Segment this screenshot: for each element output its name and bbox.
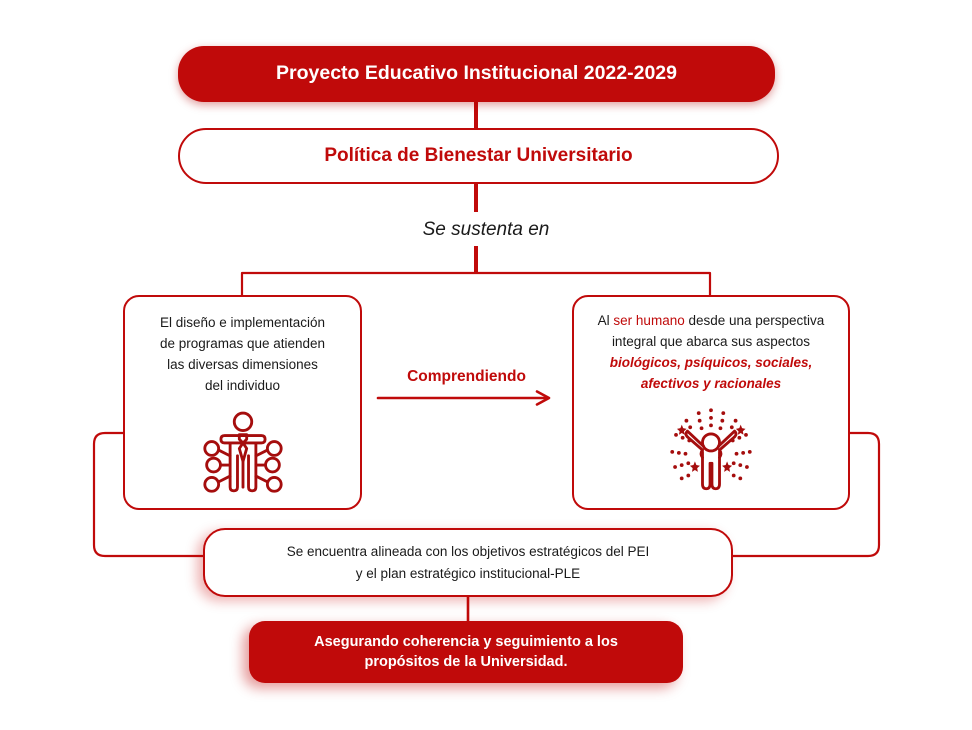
connector-label-text: Se sustenta en <box>422 219 550 240</box>
policy-banner-label: Política de Bienestar Universitario <box>324 145 633 166</box>
connector-label: Se sustenta en <box>0 219 972 241</box>
policy-banner: Política de Bienestar Universitario <box>178 128 779 184</box>
left-card-line-2: de programas que atienden <box>159 335 326 351</box>
right-card-text-plain-1: Al <box>597 313 614 328</box>
left-card: El diseño e implementación de programas … <box>123 295 362 510</box>
arrow-right-icon <box>376 390 551 406</box>
alignment-box-line-2: y el plan estratégico institucional-PLE <box>355 565 581 581</box>
left-card-text: El diseño e implementación de programas … <box>146 297 339 397</box>
celebrating-person-icon <box>670 408 752 491</box>
right-card-icon-wrap <box>659 393 763 508</box>
alignment-box: Se encuentra alineada con los objetivos … <box>203 528 733 597</box>
left-card-line-3: las diversas dimensiones <box>167 356 318 372</box>
right-card: Al ser humano desde una perspectiva inte… <box>572 295 850 510</box>
conclusion-box-line-1: Asegurando coherencia y seguimiento a lo… <box>314 633 618 650</box>
left-card-line-4: del individuo <box>204 377 281 393</box>
right-card-text-plain-2: desde una perspectiva integral que abarc… <box>611 313 825 349</box>
left-card-icon-wrap <box>197 401 289 508</box>
conclusion-box: Asegurando coherencia y seguimiento a lo… <box>249 621 683 683</box>
left-card-line-1: El diseño e implementación <box>159 315 326 330</box>
conclusion-box-line-2: propósitos de la Universidad. <box>364 654 568 670</box>
right-card-text-highlight-1: ser humano <box>613 313 685 328</box>
right-card-text: Al ser humano desde una perspectiva inte… <box>574 297 848 395</box>
alignment-box-line-1: Se encuentra alineada con los objetivos … <box>286 543 650 559</box>
title-banner: Proyecto Educativo Institucional 2022-20… <box>178 46 775 102</box>
relation-label: Comprendiendo <box>407 368 526 385</box>
conclusion-box-text: Asegurando coherencia y seguimiento a lo… <box>314 632 618 673</box>
right-card-text-highlight-2: biológicos, psíquicos, sociales, afectiv… <box>609 354 813 391</box>
person-network-icon <box>202 411 283 494</box>
relation-arrow-group: Comprendiendo <box>374 368 559 412</box>
title-banner-label: Proyecto Educativo Institucional 2022-20… <box>276 62 677 85</box>
alignment-box-text: Se encuentra alineada con los objetivos … <box>287 541 649 584</box>
